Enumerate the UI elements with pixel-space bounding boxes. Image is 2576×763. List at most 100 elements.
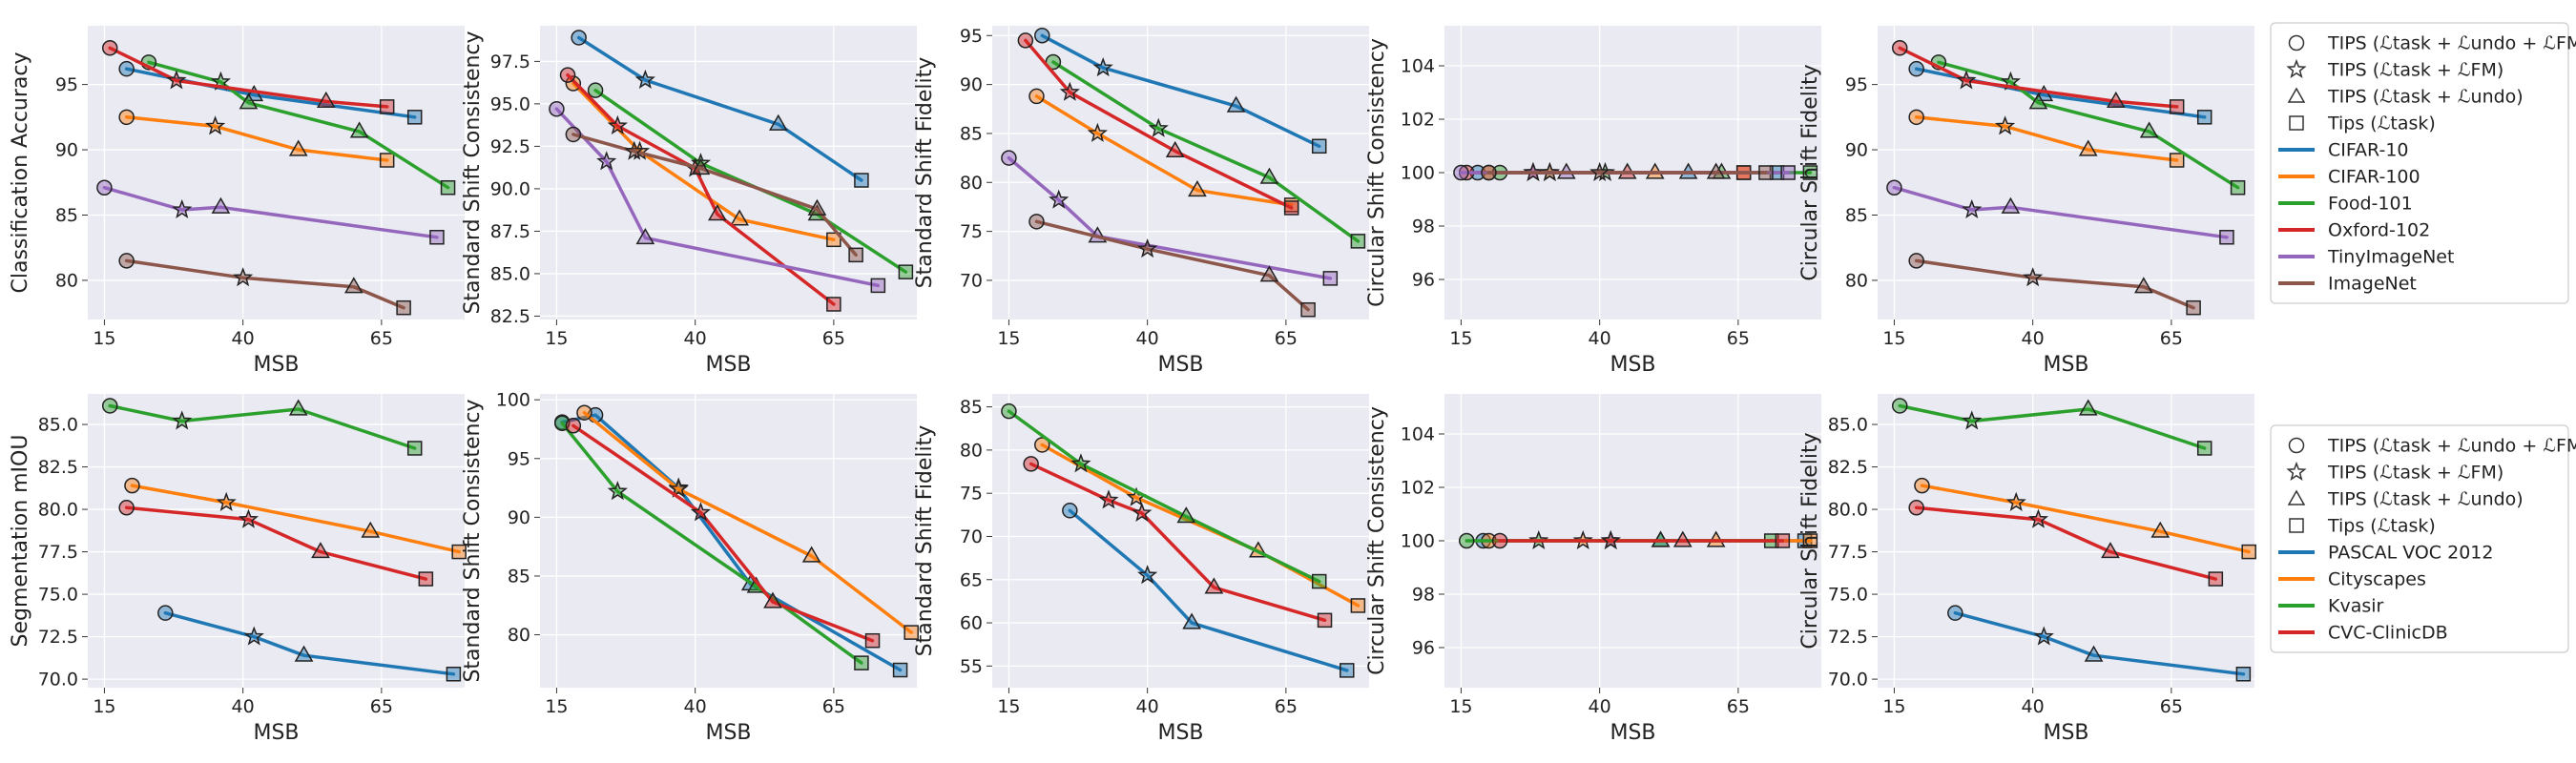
series-marker-0 <box>124 477 140 494</box>
series-marker-3 <box>1204 577 1224 594</box>
series-marker-0 <box>118 109 135 126</box>
series-marker-2 <box>2106 91 2126 108</box>
y-tick-label: 95 <box>55 74 78 95</box>
series-marker-2 <box>1132 502 1153 523</box>
y-tick-label: 80 <box>55 270 78 291</box>
y-tick-label: 95 <box>508 448 530 469</box>
series-marker-1 <box>2005 491 2026 511</box>
y-tick-label: 96 <box>1412 270 1435 291</box>
y-axis-label: Standard Shift Consistency <box>461 399 485 682</box>
y-tick-label: 85 <box>1845 205 1868 226</box>
x-tick-label: 40 <box>1136 328 1159 349</box>
y-tick-label: 90 <box>55 140 78 161</box>
series-marker-3 <box>2241 544 2256 560</box>
y-tick-label: 72.5 <box>38 627 78 648</box>
legend-label: TIPS (ℒtask + ℒundo) <box>2327 87 2524 108</box>
series-marker-0 <box>1001 402 1017 420</box>
series-marker-2 <box>768 113 788 131</box>
series-line <box>1034 94 1294 207</box>
series-line <box>571 423 875 643</box>
series-cvc-clinicdb <box>118 500 434 587</box>
series-marker-0 <box>118 500 135 516</box>
legend-label: CIFAR-100 <box>2328 167 2420 188</box>
series-marker-1 <box>1137 565 1158 585</box>
series-marker-3 <box>1350 234 1366 249</box>
y-tick-label: 82.5 <box>38 457 78 478</box>
square-marker-icon <box>2289 518 2304 533</box>
plot-area-seg-ssc <box>540 394 917 688</box>
series-line <box>582 410 913 634</box>
series-marker-0 <box>1062 503 1078 519</box>
series-marker-1 <box>1962 410 1983 430</box>
series-marker-2 <box>2150 521 2171 538</box>
series-marker-0 <box>157 605 174 621</box>
x-tick-label: 40 <box>684 328 707 349</box>
series-marker-3 <box>429 230 445 245</box>
y-tick-label: 75.0 <box>38 585 78 606</box>
series-marker-1 <box>1137 237 1158 258</box>
series-marker-2 <box>2084 645 2104 662</box>
x-tick-label: 65 <box>2160 328 2183 349</box>
series-marker-2 <box>801 546 821 563</box>
chart-cls-csf: 80 85 90 95 15 40 65 MSB Circular Shift Fidelity <box>1798 26 2254 377</box>
x-tick-label: 40 <box>2022 696 2045 717</box>
series-marker-0 <box>576 404 592 421</box>
triangle-marker-icon <box>2287 87 2306 103</box>
series-marker-3 <box>418 571 434 587</box>
series-cifar-100 <box>1028 88 1299 213</box>
series-tinyimagenet <box>1886 179 2234 245</box>
series-marker-3 <box>1350 598 1366 613</box>
series-marker-2 <box>1188 179 1207 197</box>
y-tick-label: 104 <box>1401 56 1435 77</box>
chart-seg-miou: 70.0 72.5 75.0 77.5 80.0 82.5 85.0 15 40 65 MSB Seg… <box>9 394 467 745</box>
legend-label: Kvasir <box>2328 596 2384 617</box>
y-tick-label: 100 <box>496 390 530 411</box>
x-tick-label: 40 <box>2022 328 2045 349</box>
series-marker-2 <box>316 91 336 108</box>
series-line <box>130 484 461 554</box>
y-tick-label: 75 <box>960 221 983 242</box>
legend-label: Food-101 <box>2328 194 2413 215</box>
y-tick-label: 80 <box>1845 270 1868 291</box>
y-tick-label: 70.0 <box>1828 670 1868 691</box>
x-tick-label: 40 <box>1136 696 1159 717</box>
x-tick-label: 15 <box>93 696 115 717</box>
series-marker-0 <box>1034 437 1050 453</box>
series-line <box>1937 60 2240 190</box>
series-marker-0 <box>559 67 576 83</box>
series-cityscapes <box>1034 437 1366 613</box>
series-marker-3 <box>898 264 914 279</box>
chart-cls-acc: 80 85 90 95 15 40 65 MSB Classification Accuracy <box>9 26 465 377</box>
legend-marker-triangle <box>2287 87 2306 103</box>
series-marker-0 <box>1908 500 1924 516</box>
series-marker-0 <box>118 253 135 269</box>
legend-segmentation-frame <box>2270 424 2569 653</box>
series-marker-3 <box>708 204 727 221</box>
series-marker-2 <box>343 277 364 294</box>
y-tick-label: 85.0 <box>1828 415 1868 436</box>
series-marker-0 <box>1947 605 1963 621</box>
series-marker-3 <box>1758 165 1774 180</box>
x-tick-label: 40 <box>1589 696 1611 717</box>
series-cifar-10 <box>571 30 869 188</box>
y-tick-label: 102 <box>1401 478 1435 499</box>
series-marker-0 <box>101 398 118 414</box>
y-tick-label: 70 <box>960 526 983 547</box>
legend-label: TIPS (ℒtask + ℒFM) <box>2327 463 2503 484</box>
y-tick-label: 90.0 <box>490 178 530 199</box>
series-marker-4 <box>826 297 841 312</box>
series-oxford-102 <box>1017 32 1299 216</box>
series-marker-3 <box>854 173 869 188</box>
series-marker-0 <box>1908 253 1924 269</box>
series-marker-1 <box>1962 198 1983 219</box>
series-marker-3 <box>904 625 919 640</box>
series-line <box>1007 155 1333 280</box>
y-axis-label: Circular Shift Consistency <box>1365 38 1389 307</box>
plot-area-cls-csf <box>1878 26 2254 320</box>
series-line <box>1040 33 1321 149</box>
y-tick-label: 85 <box>960 123 983 144</box>
y-tick-label: 77.5 <box>38 542 78 563</box>
series-marker-3 <box>2139 121 2159 138</box>
chart-cls-csc: 96 98 100 102 104 15 40 65 MSB Circular Shift Con… <box>1365 26 1821 377</box>
x-axis-label: MSB <box>1610 353 1655 377</box>
